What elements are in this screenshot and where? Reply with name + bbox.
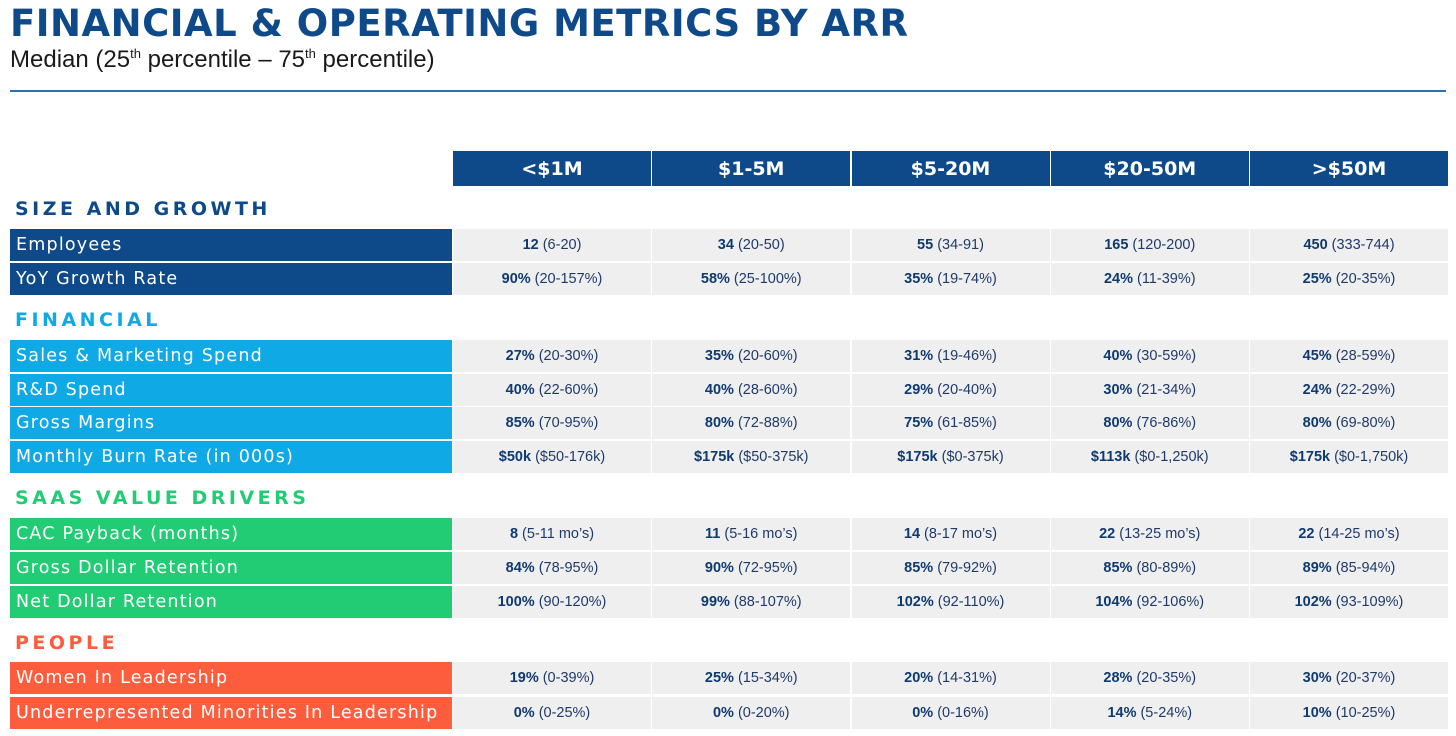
table-cell: 104% (92-106%) xyxy=(1050,586,1249,618)
table-cell: 89% (85-94%) xyxy=(1250,552,1448,584)
table-cell: 85% (70-95%) xyxy=(453,407,651,439)
table-cell: 24% (11-39%) xyxy=(1050,263,1249,295)
table-cell: $175k ($0-375k) xyxy=(851,441,1050,473)
column-header-lt1m: <$1M xyxy=(453,151,651,186)
table-cell: 19% (0-39%) xyxy=(453,662,651,694)
table-cell: 80% (72-88%) xyxy=(652,407,851,439)
row-label: Underrepresented Minorities In Leadershi… xyxy=(10,697,452,729)
table-cell: 102% (93-109%) xyxy=(1250,586,1448,618)
table-cell: 165 (120-200) xyxy=(1050,229,1249,261)
table-cell: 31% (19-46%) xyxy=(851,340,1050,372)
table-cell: 0% (0-25%) xyxy=(453,697,651,729)
table-cell: 25% (15-34%) xyxy=(652,662,851,694)
table-cell: 27% (20-30%) xyxy=(453,340,651,372)
table-cell: 45% (28-59%) xyxy=(1250,340,1448,372)
table-row-underrepresented-minorities: Underrepresented Minorities In Leadershi… xyxy=(10,697,1449,729)
table-cell: 12 (6-20) xyxy=(453,229,651,261)
table-row-rd-spend: R&D Spend 40% (22-60%) 40% (28-60%) 29% (20… xyxy=(10,374,1449,406)
row-label: Sales & Marketing Spend xyxy=(10,340,452,372)
table-cell: 0% (0-20%) xyxy=(652,697,851,729)
table-row-sales-marketing-spend: Sales & Marketing Spend 27% (20-30%) 35%(… xyxy=(10,340,1449,372)
column-header-5-20m: $5-20M xyxy=(851,151,1050,186)
row-label: Women In Leadership xyxy=(10,662,452,694)
section-title-financial: FINANCIAL xyxy=(15,309,161,331)
row-label: CAC Payback (months) xyxy=(10,518,452,550)
row-label: Employees xyxy=(10,229,452,261)
table-cell: 85% (80-89%) xyxy=(1050,552,1249,584)
table-cell: 35% (20-60%) xyxy=(652,340,851,372)
table-cell: 40% (30-59%) xyxy=(1050,340,1249,372)
table-cell: 35% (19-74%) xyxy=(851,263,1050,295)
row-label: Monthly Burn Rate (in 000s) xyxy=(10,441,452,473)
table-cell: 80% (76-86%) xyxy=(1050,407,1249,439)
column-headers: <$1M $1-5M $5-20M $20-50M >$50M xyxy=(453,151,1449,186)
table-cell: $50k ($50-176k) xyxy=(453,441,651,473)
table-cell: 85% (79-92%) xyxy=(851,552,1050,584)
row-label: Net Dollar Retention xyxy=(10,586,452,618)
table-cell: 80% (69-80%) xyxy=(1250,407,1448,439)
table-row-monthly-burn-rate: Monthly Burn Rate (in 000s) $50k ($50-176… xyxy=(10,441,1449,473)
table-row-employees: Employees 12 (6-20) 34 (20-50) 55 (34-91) 1… xyxy=(10,229,1449,261)
table-row-gross-margins: Gross Margins 85% (70-95%) 80% (72-88%) 75… xyxy=(10,407,1449,439)
table-cell: 14% (5-24%) xyxy=(1050,697,1249,729)
table-cell: 99% (88-107%) xyxy=(652,586,851,618)
table-cell: 102% (92-110%) xyxy=(851,586,1050,618)
table-cell: 0% (0-16%) xyxy=(851,697,1050,729)
table-cell: 34 (20-50) xyxy=(652,229,851,261)
column-header-gt50m: >$50M xyxy=(1250,151,1448,186)
table-cell: 22 (13-25 mo’s) xyxy=(1050,518,1249,550)
table-cell: 40% (22-60%) xyxy=(453,374,651,406)
table-row-gross-dollar-retention: Gross Dollar Retention 84% (78-95%) 90% (7… xyxy=(10,552,1449,584)
table-cell: 8 (5-11 mo’s) xyxy=(453,518,651,550)
table-cell: 22 (14-25 mo’s) xyxy=(1250,518,1448,550)
table-row-cac-payback: CAC Payback (months) 8 (5-11 mo’s) 11 (5-1… xyxy=(10,518,1449,550)
table-row-net-dollar-retention: Net Dollar Retention 100% (90-120%) 99% (8… xyxy=(10,586,1449,618)
table-cell: 30% (20-37%) xyxy=(1250,662,1448,694)
column-header-1-5m: $1-5M xyxy=(652,151,851,186)
table-cell: 10% (10-25%) xyxy=(1250,697,1448,729)
page-subtitle: Median (25th percentile – 75th percentil… xyxy=(10,46,435,73)
table-cell: 28% (20-35%) xyxy=(1050,662,1249,694)
table-cell: 40% (28-60%) xyxy=(652,374,851,406)
table-cell: $175k ($50-375k) xyxy=(652,441,851,473)
row-label: R&D Spend xyxy=(10,374,452,406)
table-cell: 14 (8-17 mo’s) xyxy=(851,518,1050,550)
table-cell: $175k ($0-1,750k) xyxy=(1250,441,1448,473)
page-title: FINANCIAL & OPERATING METRICS BY ARR xyxy=(10,2,909,45)
table-cell: 84% (78-95%) xyxy=(453,552,651,584)
section-title-people: PEOPLE xyxy=(15,632,119,654)
table-row-women-in-leadership: Women In Leadership 19% (0-39%) 25% (15-34… xyxy=(10,662,1449,694)
table-cell: 24% (22-29%) xyxy=(1250,374,1448,406)
title-divider xyxy=(10,90,1446,92)
table-cell: 58% (25-100%) xyxy=(652,263,851,295)
table-cell: 450 (333-744) xyxy=(1250,229,1448,261)
row-label: Gross Margins xyxy=(10,407,452,439)
table-cell: 75% (61-85%) xyxy=(851,407,1050,439)
column-header-20-50m: $20-50M xyxy=(1050,151,1249,186)
table-cell: 30% (21-34%) xyxy=(1050,374,1249,406)
table-cell: 90% (20-157%) xyxy=(453,263,651,295)
table-cell: 100% (90-120%) xyxy=(453,586,651,618)
table-cell: $113k ($0-1,250k) xyxy=(1050,441,1249,473)
table-cell: 20% (14-31%) xyxy=(851,662,1050,694)
section-title-size-and-growth: SIZE AND GROWTH xyxy=(15,198,271,220)
row-label: YoY Growth Rate xyxy=(10,263,452,295)
section-title-saas-value-drivers: SAAS VALUE DRIVERS xyxy=(15,487,310,509)
table-cell: 55 (34-91) xyxy=(851,229,1050,261)
table-cell: 90% (72-95%) xyxy=(652,552,851,584)
table-cell: 11 (5-16 mo’s) xyxy=(652,518,851,550)
row-label: Gross Dollar Retention xyxy=(10,552,452,584)
table-row-yoy-growth-rate: YoY Growth Rate 90% (20-157%) 58% (25-100%… xyxy=(10,263,1449,295)
table-cell: 29% (20-40%) xyxy=(851,374,1050,406)
table-cell: 25% (20-35%) xyxy=(1250,263,1448,295)
